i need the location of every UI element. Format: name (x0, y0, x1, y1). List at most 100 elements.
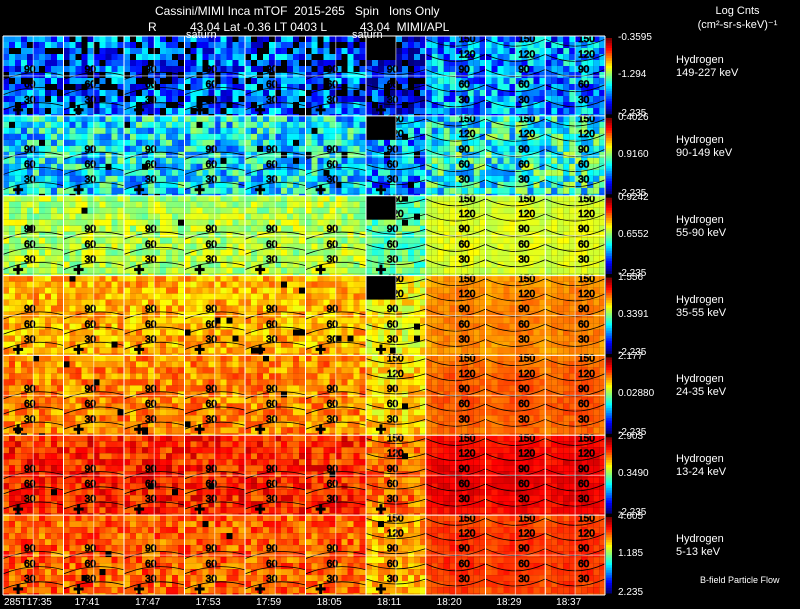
x-tick-label: 285T17:35 (4, 597, 52, 608)
contour-label: 120 (578, 529, 595, 540)
contour-label: 90 (518, 464, 530, 475)
panel-r4-c8 (485, 355, 546, 436)
colorbar-min: -2.235 (618, 107, 647, 119)
contour-label: 90 (518, 384, 530, 395)
contour-label: 60 (24, 319, 36, 330)
contour-label: 30 (206, 255, 218, 266)
contour-label: 150 (578, 274, 595, 285)
planet-marker (73, 104, 84, 115)
contour-label: 90 (85, 544, 97, 555)
contour-label: 60 (327, 479, 339, 490)
energy-label: 55-90 keV (676, 226, 727, 239)
contour-label: 90 (24, 544, 36, 555)
colorbar-mid: 0.3391 (618, 308, 649, 320)
contour-label: 90 (24, 384, 36, 395)
contour-label: 30 (459, 95, 471, 106)
contour-label: 60 (85, 160, 97, 171)
colorbar-mid: 0.6552 (618, 228, 649, 240)
contour-label: 90 (145, 544, 157, 555)
contour-label: 120 (578, 129, 595, 140)
contour-label: 30 (85, 175, 97, 186)
contour-label: 60 (387, 559, 399, 570)
contour-label: 150 (578, 433, 595, 444)
species-label: Hydrogen (676, 133, 724, 146)
contour-label: 30 (387, 175, 399, 186)
panel-r0-c9 (545, 36, 606, 116)
contour-label: 90 (327, 144, 339, 155)
contour-label: 90 (145, 384, 157, 395)
contour-label: 90 (518, 65, 530, 76)
contour-label: 30 (24, 574, 36, 585)
contour-label: 30 (206, 175, 218, 186)
contour-label: 90 (266, 65, 278, 76)
contour-label: 150 (459, 194, 476, 205)
contour-label: 30 (266, 414, 278, 425)
contour-label: 60 (578, 239, 590, 250)
contour-label: 90 (578, 304, 590, 315)
contour-label: 150 (578, 114, 595, 125)
planet-marker (255, 504, 266, 515)
colorbar-min: -2.235 (618, 187, 647, 199)
contour-label: 60 (459, 399, 471, 410)
contour-label: 90 (459, 224, 471, 235)
panel-r1-c4 (245, 115, 306, 196)
panel-r6-c3 (184, 515, 245, 595)
contour-label: 30 (206, 494, 218, 505)
contour-label: 30 (145, 175, 157, 186)
contour-label: 30 (206, 414, 218, 425)
contour-label: 60 (518, 160, 530, 171)
contour-label: 30 (578, 414, 590, 425)
species-label: Hydrogen (676, 213, 724, 226)
contour-label: 90 (24, 65, 36, 76)
contour-label: 150 (578, 194, 595, 205)
contour-label: 30 (387, 334, 399, 345)
x-tick-label: 18:11 (376, 597, 402, 608)
panel-r0-c8 (485, 36, 546, 116)
colorbar-max: 0.4026 (618, 111, 649, 123)
contour-label: 90 (387, 544, 399, 555)
contour-label: 60 (327, 319, 339, 330)
contour-label: 150 (459, 114, 476, 125)
contour-label: 90 (459, 144, 471, 155)
planet-marker (134, 344, 145, 355)
planet-marker (134, 264, 145, 275)
contour-label: 60 (266, 319, 278, 330)
contour-label: 60 (24, 239, 36, 250)
contour-label: 60 (266, 399, 278, 410)
contour-label: 120 (459, 49, 476, 60)
contours-r3-c7: 30 60 90 120 150 (425, 273, 486, 347)
contour-label: 30 (266, 574, 278, 585)
contour-label: 30 (459, 334, 471, 345)
contour-label: 30 (145, 255, 157, 266)
colorbar-mid: 0.9160 (618, 148, 649, 160)
planet-marker (13, 104, 24, 115)
contour-label: 90 (85, 224, 97, 235)
contour-label: 30 (24, 175, 36, 186)
contour-label: 90 (145, 65, 157, 76)
contour-label: 90 (459, 464, 471, 475)
contour-label: 150 (578, 513, 595, 524)
contour-label: 90 (206, 544, 218, 555)
panel-r6-c4 (245, 515, 306, 595)
contour-label: 60 (387, 239, 399, 250)
contour-label: 90 (266, 144, 278, 155)
contour-label: 120 (518, 529, 535, 540)
contour-label: 60 (327, 160, 339, 171)
contour-label: 30 (327, 414, 339, 425)
contour-label: 60 (518, 479, 530, 490)
panel-r4-c7 (425, 355, 486, 436)
planet-marker (73, 184, 84, 195)
contour-label: 150 (518, 354, 535, 365)
contour-label: 90 (24, 464, 36, 475)
heatmap-cells (3, 36, 606, 595)
contour-label: 30 (145, 334, 157, 345)
contour-label: 120 (459, 369, 476, 380)
contour-label: 30 (327, 95, 339, 106)
contour-label: 90 (459, 304, 471, 315)
planet-marker (73, 504, 84, 515)
x-tick-label: 17:47 (135, 597, 161, 608)
contour-label: 60 (145, 319, 157, 330)
panel-r5-c5 (305, 435, 366, 516)
contour-label: 60 (145, 479, 157, 490)
